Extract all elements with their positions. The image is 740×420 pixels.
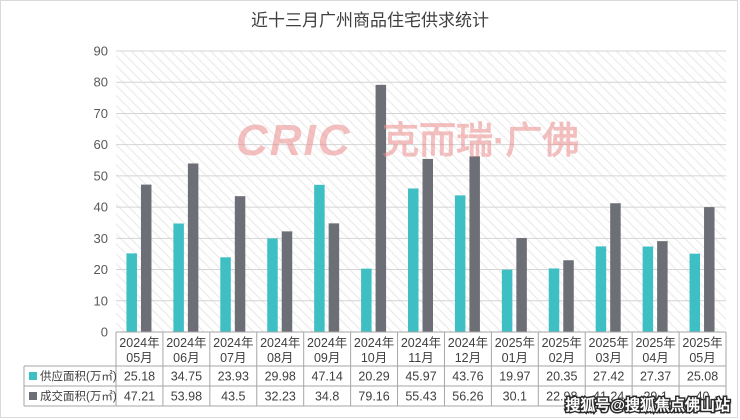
x-category-label: 2024年 06月 bbox=[166, 336, 206, 365]
table-value-cell: 19.97 bbox=[499, 370, 530, 384]
table-value-cell: 41.24 bbox=[593, 390, 624, 404]
sales-bar bbox=[469, 156, 480, 332]
legend-label: 成交面积(万㎡) bbox=[40, 389, 117, 403]
sales-bar bbox=[422, 158, 433, 332]
sales-bar bbox=[140, 184, 152, 332]
x-category-label: 2025年 03月 bbox=[589, 336, 629, 365]
legend-label: 供应面积(万㎡) bbox=[40, 369, 117, 383]
supply-bar bbox=[548, 268, 560, 332]
supply-bar bbox=[126, 253, 137, 332]
table-value-cell: 20.29 bbox=[358, 370, 389, 384]
legend-swatch bbox=[29, 372, 37, 380]
legend-swatch bbox=[29, 392, 37, 400]
sales-bar bbox=[563, 260, 574, 332]
supply-bar bbox=[595, 246, 607, 332]
x-category-label: 2024年 12月 bbox=[448, 336, 488, 365]
y-axis-tick-labels: 0 10 20 30 40 50 60 70 80 90 bbox=[94, 44, 108, 340]
table-value-cell: 34.75 bbox=[171, 370, 202, 384]
table-value-cell: 32.23 bbox=[265, 390, 296, 404]
table-value-cell: 43.76 bbox=[452, 370, 483, 384]
x-category-label: 2024年 10月 bbox=[354, 336, 394, 365]
plot-area bbox=[116, 51, 726, 332]
watermark-name-text: 克而瑞·广佛 bbox=[382, 120, 579, 161]
y-tick-label: 10 bbox=[94, 293, 108, 308]
table-value-cell: 25.18 bbox=[124, 370, 155, 384]
sales-bar bbox=[281, 231, 293, 332]
table-value-cell: 55.43 bbox=[405, 390, 436, 404]
table-value-cell: 30.1 bbox=[503, 390, 527, 404]
table-value-cell: 56.26 bbox=[452, 390, 483, 404]
supply-bar bbox=[408, 188, 419, 332]
table-value-cell: 20.35 bbox=[546, 370, 577, 384]
supply-bar bbox=[267, 238, 278, 332]
table-value-cell: 45.97 bbox=[405, 370, 436, 384]
cric-watermark: CRIC 克而瑞·广佛 bbox=[236, 116, 579, 165]
table-value-cell: 47.14 bbox=[312, 370, 343, 384]
table-value-cell: 22.98 bbox=[546, 390, 577, 404]
table-value-cell: 43.5 bbox=[221, 390, 245, 404]
y-tick-label: 60 bbox=[94, 137, 108, 152]
y-tick-label: 0 bbox=[101, 325, 108, 340]
table-value-cell: 40 bbox=[696, 390, 710, 404]
table-value-cell: 29.1 bbox=[643, 390, 667, 404]
supply-bar bbox=[173, 223, 184, 332]
supply-bar bbox=[689, 253, 701, 332]
y-tick-label: 70 bbox=[94, 106, 108, 121]
table-value-cell: 27.37 bbox=[640, 370, 671, 384]
x-category-label: 2024年 08月 bbox=[260, 336, 300, 365]
table-value-cell: 27.42 bbox=[593, 370, 624, 384]
supply-bar bbox=[642, 246, 654, 332]
supply-bar bbox=[220, 257, 231, 332]
y-tick-label: 30 bbox=[94, 231, 108, 246]
sales-bar bbox=[375, 84, 387, 332]
x-category-label: 2025年 05月 bbox=[682, 336, 722, 365]
x-category-label: 2024年 11月 bbox=[401, 336, 441, 365]
supply-bar bbox=[314, 184, 325, 332]
sales-bar bbox=[234, 196, 246, 332]
sales-bar bbox=[610, 203, 621, 332]
x-category-label: 2024年 07月 bbox=[213, 336, 253, 365]
sales-bar bbox=[657, 241, 668, 332]
y-tick-label: 50 bbox=[94, 168, 108, 183]
watermark-logo-text: CRIC bbox=[236, 116, 352, 165]
supply-series-bars bbox=[126, 184, 701, 332]
table-value-cell: 29.98 bbox=[265, 370, 296, 384]
x-category-label: 2025年 04月 bbox=[635, 336, 675, 365]
y-tick-label: 80 bbox=[94, 75, 108, 90]
sales-bar bbox=[704, 207, 715, 332]
table-value-cell: 53.98 bbox=[171, 390, 202, 404]
x-category-label: 2024年 05月 bbox=[119, 336, 159, 365]
y-tick-label: 90 bbox=[94, 44, 108, 59]
source-credit: 搜狐号@搜狐焦点佛山站 bbox=[564, 395, 732, 416]
supply-bar bbox=[454, 195, 466, 332]
source-credit-text: 搜狐号@搜狐焦点佛山站 bbox=[565, 396, 730, 414]
table-value-cell: 47.21 bbox=[124, 390, 155, 404]
table-value-cell: 34.8 bbox=[315, 390, 339, 404]
supply-bar bbox=[501, 269, 513, 332]
y-tick-label: 40 bbox=[94, 200, 108, 215]
sales-series-bars bbox=[140, 84, 715, 332]
x-category-label: 2025年 02月 bbox=[542, 336, 582, 365]
x-category-label: 2024年 09月 bbox=[307, 336, 347, 365]
y-tick-label: 20 bbox=[94, 262, 108, 277]
table-value-cell: 23.93 bbox=[218, 370, 249, 384]
table-value-cell: 79.16 bbox=[358, 390, 389, 404]
table-value-cell: 25.08 bbox=[687, 370, 718, 384]
sales-bar bbox=[328, 223, 340, 332]
chart-title: 近十三月广州商品住宅供求统计 bbox=[251, 11, 489, 30]
sales-bar bbox=[516, 238, 527, 332]
supply-bar bbox=[361, 268, 372, 332]
x-category-label: 2025年 01月 bbox=[495, 336, 535, 365]
sales-bar bbox=[187, 163, 199, 332]
